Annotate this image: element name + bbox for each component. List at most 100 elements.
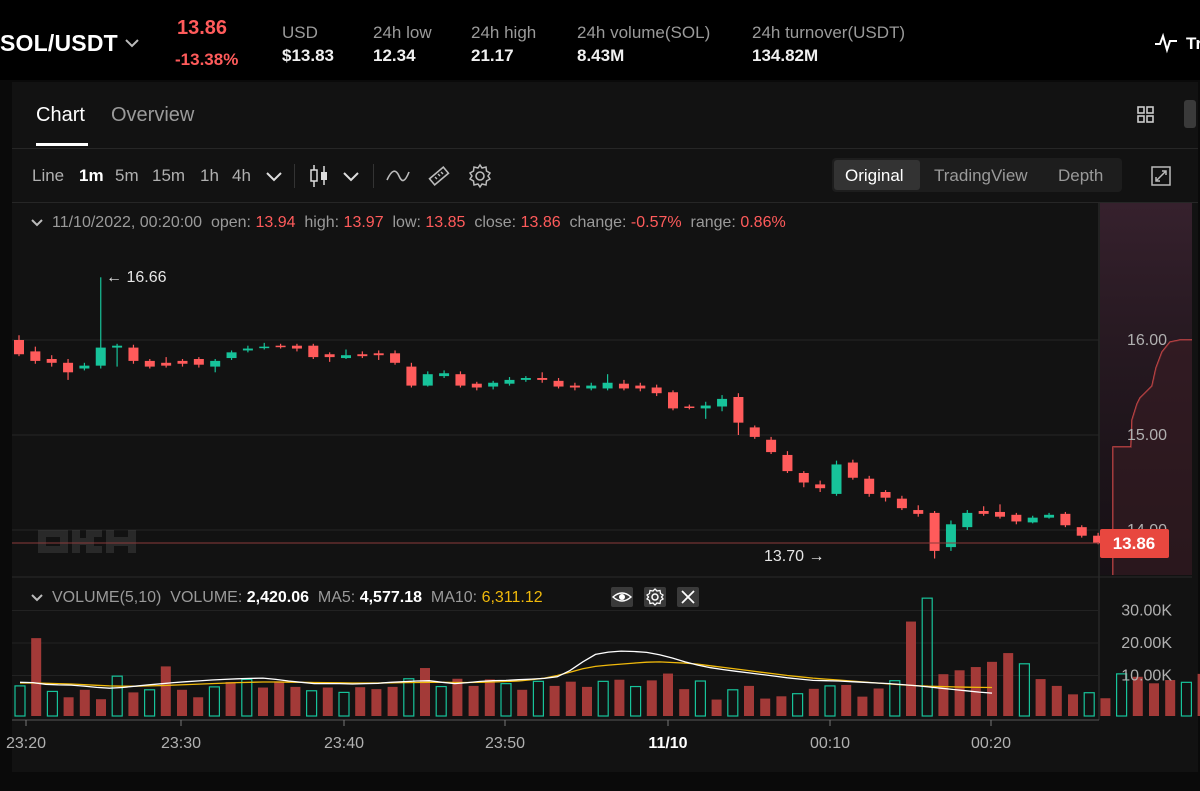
view-tradingview-button[interactable]: TradingView <box>934 166 1028 185</box>
stat-label-usd: USD <box>282 23 318 42</box>
ma10-line <box>20 661 993 689</box>
fullscreen-icon[interactable] <box>1150 165 1172 187</box>
line-chart-button[interactable]: Line <box>32 166 65 185</box>
candle-body <box>1076 527 1087 536</box>
interval-1m[interactable]: 1m <box>79 166 104 185</box>
eye-icon <box>611 592 633 602</box>
view-original-button[interactable]: Original <box>845 166 904 185</box>
candle-body <box>112 345 123 348</box>
volume-bar <box>873 688 884 716</box>
candle-body <box>717 398 728 407</box>
view-depth-button[interactable]: Depth <box>1058 166 1104 185</box>
trade-link-label[interactable]: Tr <box>1186 34 1200 53</box>
tab-divider <box>12 148 1198 149</box>
candle-body <box>193 359 204 365</box>
candle-body <box>1093 535 1104 544</box>
volume-bar <box>663 673 673 716</box>
tab-chart[interactable]: Chart <box>36 104 85 126</box>
toggle-visibility-button[interactable] <box>611 587 633 607</box>
chevron-down-icon[interactable] <box>123 36 141 50</box>
volume-bar <box>921 597 933 717</box>
grid-layout-icon[interactable] <box>1136 105 1156 125</box>
volume-bar <box>96 699 106 716</box>
candle-body <box>422 374 433 386</box>
candle-body <box>1027 517 1038 523</box>
volume-label: VOLUME: <box>170 589 243 606</box>
volume-bar <box>614 679 625 716</box>
candle-body <box>929 512 940 551</box>
candle-body <box>995 511 1005 517</box>
interval-more-chevron-icon[interactable] <box>264 170 284 184</box>
candle-body <box>896 498 907 509</box>
volume-settings-button[interactable] <box>644 587 666 607</box>
candle-body <box>635 385 646 389</box>
tab-overview[interactable]: Overview <box>111 104 195 126</box>
pulse-icon[interactable] <box>1153 32 1179 54</box>
settings-gear-icon[interactable] <box>467 163 493 189</box>
stat-value-24h-volume: 8.43M <box>577 46 625 65</box>
collapse-chevron-icon[interactable] <box>30 218 44 228</box>
volume-bar <box>727 689 739 717</box>
interval-5m[interactable]: 5m <box>115 166 139 185</box>
interval-15m[interactable]: 15m <box>152 166 186 185</box>
volume-bar <box>1051 685 1062 716</box>
volume-tick-label: 10.00K <box>1121 668 1172 685</box>
pair-selector[interactable]: SOL/USDT <box>0 30 118 56</box>
stat-label-24h-volume: 24h volume(SOL) <box>577 23 711 42</box>
volume-bar <box>711 699 722 716</box>
remove-indicator-button[interactable] <box>677 587 699 607</box>
candle-body <box>455 374 466 386</box>
ruler-icon[interactable] <box>426 163 452 189</box>
volume-bar <box>258 687 268 716</box>
candle-body <box>341 355 351 359</box>
interval-1h[interactable]: 1h <box>200 166 219 185</box>
ohlc-readout: 11/10/2022, 00:20:00 open: 13.94 high: 1… <box>52 214 786 232</box>
last-price: 13.86 <box>177 17 228 39</box>
volume-tick-label: 20.00K <box>1121 635 1172 652</box>
stat-value-24h-low: 12.34 <box>373 46 416 65</box>
candlestick-series <box>14 277 1104 559</box>
candle-body <box>210 360 221 367</box>
candle-body <box>782 454 793 472</box>
view-active-background <box>834 160 920 190</box>
volume-bar <box>306 690 318 717</box>
volume-bar <box>889 680 901 717</box>
volume-bar <box>144 689 156 717</box>
candle-body <box>161 362 172 366</box>
indicator-wave-icon[interactable] <box>385 166 411 186</box>
okx-watermark <box>38 530 136 553</box>
price-change-percent: -13.38% <box>175 50 239 69</box>
candle-body <box>63 362 74 373</box>
ohlc-time: 11/10/2022, 00:20:00 <box>52 214 203 231</box>
volume-collapse-chevron-icon[interactable] <box>30 593 44 603</box>
candle-body <box>308 345 319 358</box>
interval-4h[interactable]: 4h <box>232 166 251 185</box>
stat-label-24h-turnover: 24h turnover(USDT) <box>752 23 906 42</box>
volume-bar <box>1100 698 1111 716</box>
volume-bar <box>63 697 74 716</box>
volume-bar <box>1083 692 1095 717</box>
candlestick-icon[interactable] <box>308 163 330 189</box>
volume-bar <box>403 678 415 717</box>
volume-bar <box>468 685 479 716</box>
stat-value-24h-turnover: 134.82M <box>752 46 819 65</box>
ma5-line <box>19 650 993 694</box>
ma5-label: MA5: <box>317 589 356 606</box>
candle-body <box>291 345 302 349</box>
volume-bar <box>776 696 787 716</box>
volume-bar <box>160 666 171 716</box>
ohlc-change-label: change: <box>569 214 627 231</box>
toolbar-divider <box>373 164 374 188</box>
low-annotation: 13.70 → <box>764 548 825 565</box>
volume-bar <box>290 686 301 716</box>
low-annotation-value: 13.70 <box>764 548 804 565</box>
time-axis: 23:20 23:30 23:40 23:50 11/10 00:10 00:20 <box>6 720 1011 752</box>
candle-body <box>618 383 629 389</box>
chart-type-chevron-icon[interactable] <box>341 170 361 184</box>
candle-body <box>700 405 711 409</box>
volume-bar <box>565 681 576 716</box>
panel-scroll-handle[interactable] <box>1184 100 1196 128</box>
volume-gridlines <box>12 610 1099 676</box>
volume-bar <box>225 682 236 716</box>
